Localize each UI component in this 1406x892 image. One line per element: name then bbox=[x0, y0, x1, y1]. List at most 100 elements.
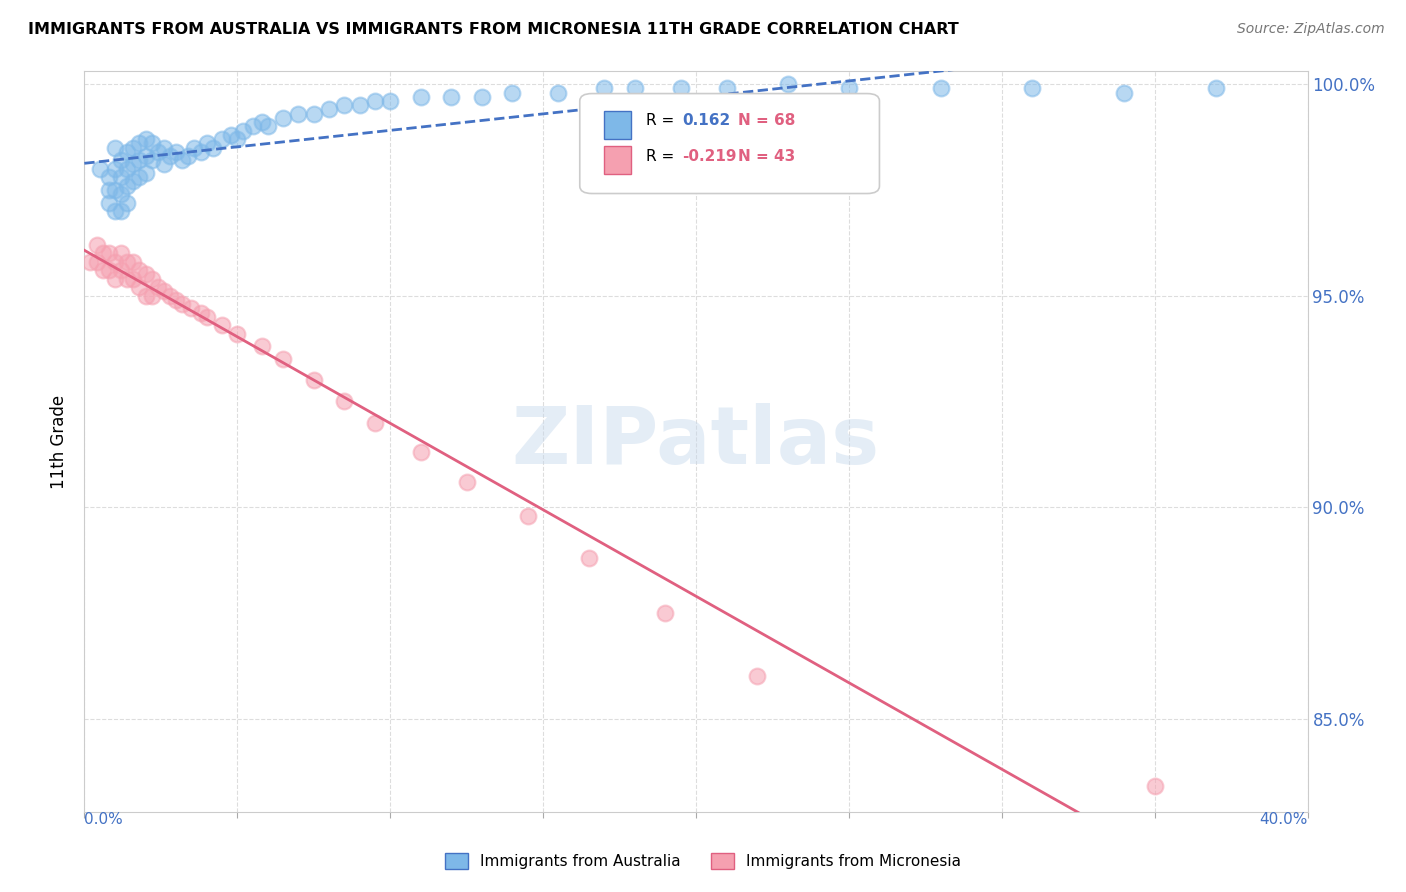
Point bbox=[153, 285, 176, 299]
Point bbox=[165, 145, 187, 159]
Point bbox=[409, 89, 432, 103]
Point bbox=[128, 170, 150, 185]
Point bbox=[624, 81, 647, 95]
Point bbox=[128, 136, 150, 151]
Point bbox=[97, 183, 120, 197]
Point bbox=[159, 288, 181, 302]
Point bbox=[104, 183, 127, 197]
Point bbox=[547, 86, 569, 100]
Point bbox=[172, 297, 194, 311]
Point bbox=[110, 187, 132, 202]
Point bbox=[593, 81, 616, 95]
Point bbox=[97, 195, 120, 210]
Text: -0.219: -0.219 bbox=[682, 149, 737, 164]
Point bbox=[250, 339, 273, 353]
Point bbox=[226, 132, 249, 146]
Point bbox=[333, 394, 356, 409]
Point bbox=[128, 263, 150, 277]
Point bbox=[364, 416, 387, 430]
Point bbox=[159, 149, 181, 163]
Point bbox=[502, 86, 524, 100]
Point bbox=[232, 123, 254, 137]
Point bbox=[135, 288, 157, 302]
Point bbox=[91, 263, 114, 277]
Point bbox=[110, 204, 132, 219]
Point bbox=[153, 157, 176, 171]
Point bbox=[302, 373, 325, 387]
Point bbox=[122, 254, 145, 268]
Point bbox=[79, 254, 101, 268]
Text: 40.0%: 40.0% bbox=[1260, 812, 1308, 827]
Point bbox=[115, 195, 138, 210]
Point bbox=[219, 128, 242, 142]
Point bbox=[190, 305, 212, 319]
Point bbox=[242, 120, 264, 134]
Point bbox=[1114, 86, 1136, 100]
Point bbox=[302, 106, 325, 120]
Point bbox=[146, 145, 169, 159]
Text: N = 68: N = 68 bbox=[738, 112, 794, 128]
Point bbox=[838, 81, 860, 95]
Point bbox=[1205, 81, 1227, 95]
Point bbox=[195, 136, 218, 151]
Point bbox=[110, 170, 132, 185]
Point bbox=[141, 288, 163, 302]
Point bbox=[271, 111, 294, 125]
Point bbox=[128, 280, 150, 294]
Point bbox=[929, 81, 952, 95]
Point bbox=[180, 301, 202, 316]
Point bbox=[86, 237, 108, 252]
Point bbox=[135, 132, 157, 146]
Point bbox=[115, 254, 138, 268]
Point bbox=[172, 153, 194, 168]
Point bbox=[190, 145, 212, 159]
Y-axis label: 11th Grade: 11th Grade bbox=[51, 394, 69, 489]
Point bbox=[141, 136, 163, 151]
Legend: Immigrants from Australia, Immigrants from Micronesia: Immigrants from Australia, Immigrants fr… bbox=[439, 847, 967, 875]
Point bbox=[122, 157, 145, 171]
Point bbox=[177, 149, 200, 163]
Point bbox=[1143, 780, 1166, 794]
Point bbox=[364, 94, 387, 108]
Point bbox=[1021, 81, 1043, 95]
Point bbox=[318, 103, 340, 117]
Point bbox=[211, 318, 233, 333]
Point bbox=[141, 271, 163, 285]
Point bbox=[115, 271, 138, 285]
FancyBboxPatch shape bbox=[579, 94, 880, 194]
Point bbox=[516, 508, 538, 523]
Point bbox=[257, 120, 280, 134]
Point bbox=[226, 326, 249, 341]
Point bbox=[122, 271, 145, 285]
Point bbox=[89, 161, 111, 176]
Point bbox=[716, 81, 738, 95]
Point bbox=[165, 293, 187, 307]
Text: ZIPatlas: ZIPatlas bbox=[512, 402, 880, 481]
Text: R =: R = bbox=[645, 149, 679, 164]
Point bbox=[115, 178, 138, 193]
Point bbox=[97, 170, 120, 185]
Point bbox=[91, 246, 114, 260]
Point bbox=[135, 166, 157, 180]
Point bbox=[122, 174, 145, 188]
Point bbox=[135, 268, 157, 282]
Text: Source: ZipAtlas.com: Source: ZipAtlas.com bbox=[1237, 22, 1385, 37]
Point bbox=[271, 352, 294, 367]
Point bbox=[146, 280, 169, 294]
Point bbox=[104, 271, 127, 285]
Point bbox=[250, 115, 273, 129]
Point bbox=[456, 475, 478, 489]
Point bbox=[201, 140, 224, 154]
Point bbox=[654, 606, 676, 620]
Point bbox=[349, 98, 371, 112]
Point bbox=[409, 445, 432, 459]
Point bbox=[97, 263, 120, 277]
Text: N = 43: N = 43 bbox=[738, 149, 794, 164]
Point bbox=[104, 140, 127, 154]
Point bbox=[104, 254, 127, 268]
Point bbox=[115, 145, 138, 159]
Point bbox=[747, 669, 769, 683]
Text: 0.162: 0.162 bbox=[682, 112, 731, 128]
Point bbox=[110, 263, 132, 277]
Point bbox=[211, 132, 233, 146]
